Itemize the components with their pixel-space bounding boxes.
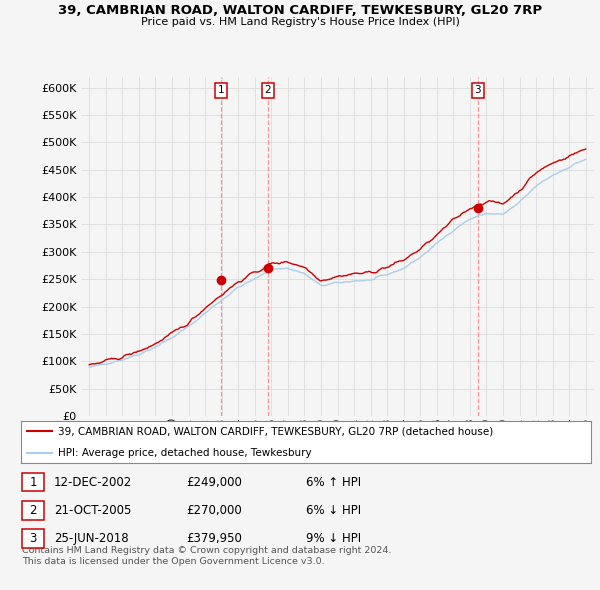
Text: £249,000: £249,000 (186, 476, 242, 489)
Text: 6% ↑ HPI: 6% ↑ HPI (306, 476, 361, 489)
Text: 2: 2 (29, 504, 37, 517)
Text: £270,000: £270,000 (186, 504, 242, 517)
Text: Contains HM Land Registry data © Crown copyright and database right 2024.: Contains HM Land Registry data © Crown c… (22, 546, 391, 555)
Text: 21-OCT-2005: 21-OCT-2005 (54, 504, 131, 517)
Text: 2: 2 (265, 85, 271, 95)
Text: 3: 3 (29, 532, 37, 545)
Text: This data is licensed under the Open Government Licence v3.0.: This data is licensed under the Open Gov… (22, 558, 324, 566)
Text: 3: 3 (475, 85, 481, 95)
Text: 1: 1 (218, 85, 224, 95)
Text: 12-DEC-2002: 12-DEC-2002 (54, 476, 132, 489)
Text: 6% ↓ HPI: 6% ↓ HPI (306, 504, 361, 517)
Text: HPI: Average price, detached house, Tewkesbury: HPI: Average price, detached house, Tewk… (58, 448, 311, 457)
Text: 1: 1 (29, 476, 37, 489)
Text: 25-JUN-2018: 25-JUN-2018 (54, 532, 128, 545)
Text: 39, CAMBRIAN ROAD, WALTON CARDIFF, TEWKESBURY, GL20 7RP: 39, CAMBRIAN ROAD, WALTON CARDIFF, TEWKE… (58, 4, 542, 17)
Text: £379,950: £379,950 (186, 532, 242, 545)
Text: Price paid vs. HM Land Registry's House Price Index (HPI): Price paid vs. HM Land Registry's House … (140, 17, 460, 27)
Text: 39, CAMBRIAN ROAD, WALTON CARDIFF, TEWKESBURY, GL20 7RP (detached house): 39, CAMBRIAN ROAD, WALTON CARDIFF, TEWKE… (58, 427, 493, 436)
Text: 9% ↓ HPI: 9% ↓ HPI (306, 532, 361, 545)
